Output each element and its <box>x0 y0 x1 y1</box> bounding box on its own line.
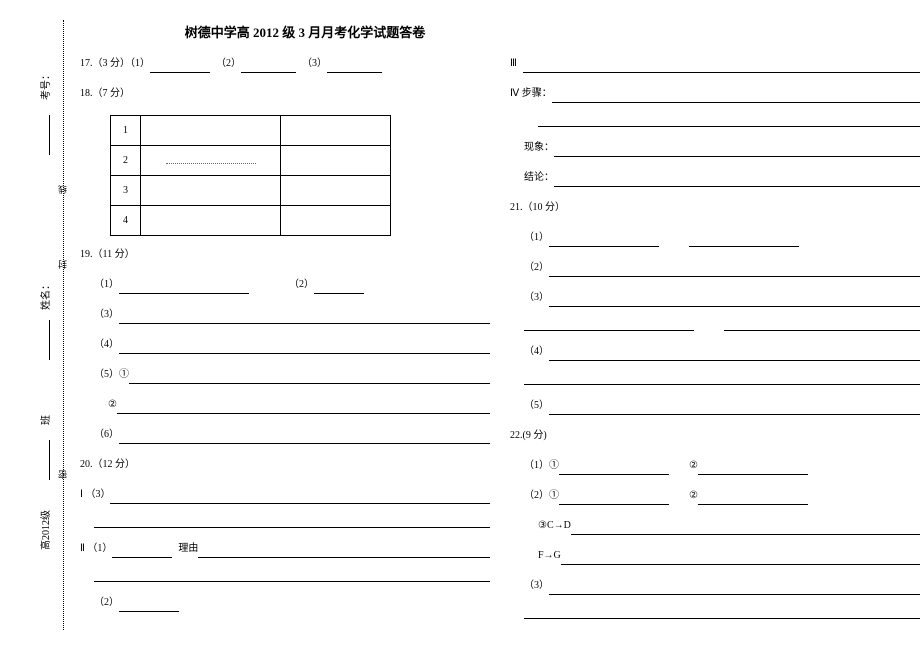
q20-IV-step-cont <box>538 115 920 127</box>
q20-I-cont <box>94 516 490 528</box>
q19-4: （4） <box>94 336 490 354</box>
q22-2c: ③C→D <box>538 517 920 535</box>
q21-4: （4） <box>524 343 920 361</box>
q21-2: （2） <box>524 259 920 277</box>
binding-exam-id: 考号： <box>37 70 52 100</box>
q19-5a: （5）① <box>94 366 490 384</box>
seal-mi: 密 <box>56 470 69 479</box>
q20-II-1: Ⅱ （1） 理由 <box>80 540 490 558</box>
q21-head: 21.（10 分） <box>510 199 920 217</box>
q22-3b <box>524 607 920 619</box>
q19-3: （3） <box>94 306 490 324</box>
q18-head: 18.（7 分） <box>80 85 490 103</box>
q21-3: （3） <box>524 289 920 307</box>
q22-head: 22.(9 分) <box>510 427 920 445</box>
q22-2a: （2）① ② <box>524 487 920 505</box>
q22-1: （1）① ② <box>524 457 920 475</box>
binding-grade: 高2012级 <box>37 510 52 550</box>
q20-III: Ⅲ <box>510 55 920 73</box>
q20-I: Ⅰ （3） <box>80 486 490 504</box>
q21-1: （1） <box>524 229 920 247</box>
page-title: 树德中学高 2012 级 3 月月考化学试题答卷 <box>140 22 470 41</box>
q20-head: 20.（12 分） <box>80 456 490 474</box>
q17-line: 17.（3 分）（1） （2） （3） <box>80 55 490 73</box>
q19-5b: ② <box>108 396 490 414</box>
seal-feng: 封 <box>56 260 69 269</box>
q19-1: （1） （2） <box>94 276 490 294</box>
q19-head: 19.（11 分） <box>80 246 490 264</box>
q20-IV-phen: 现象： <box>524 139 920 157</box>
q20-II-2: （2） <box>94 594 490 612</box>
q19-6: （6） <box>94 426 490 444</box>
q20-IV-concl: 结论： <box>524 169 920 187</box>
binding-fill-3 <box>49 440 50 480</box>
seal-line: 线 <box>56 185 69 194</box>
binding-fill-1 <box>49 115 50 155</box>
q22-3: （3） <box>524 577 920 595</box>
q22-2d: F→G <box>538 547 920 565</box>
q18-table: 1 2 3 4 <box>110 115 391 236</box>
q20-II-1-cont <box>94 570 490 582</box>
q21-3b <box>524 319 920 331</box>
q20-IV-step: Ⅳ 步骤： <box>510 85 920 103</box>
q21-4b <box>524 373 920 385</box>
binding-name: 姓名： <box>37 280 52 310</box>
q21-5: （5） <box>524 397 920 415</box>
binding-class: 班 <box>37 415 52 425</box>
binding-fill-2 <box>49 320 50 360</box>
